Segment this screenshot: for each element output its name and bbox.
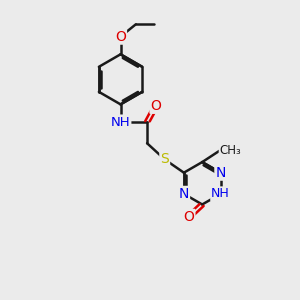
Text: N: N	[179, 187, 189, 201]
Text: N: N	[215, 166, 226, 180]
Text: O: O	[184, 210, 194, 224]
Text: NH: NH	[111, 116, 130, 128]
Text: S: S	[160, 152, 169, 167]
Text: NH: NH	[211, 188, 230, 200]
Text: CH₃: CH₃	[219, 144, 241, 158]
Text: O: O	[151, 99, 161, 113]
Text: O: O	[115, 30, 126, 44]
